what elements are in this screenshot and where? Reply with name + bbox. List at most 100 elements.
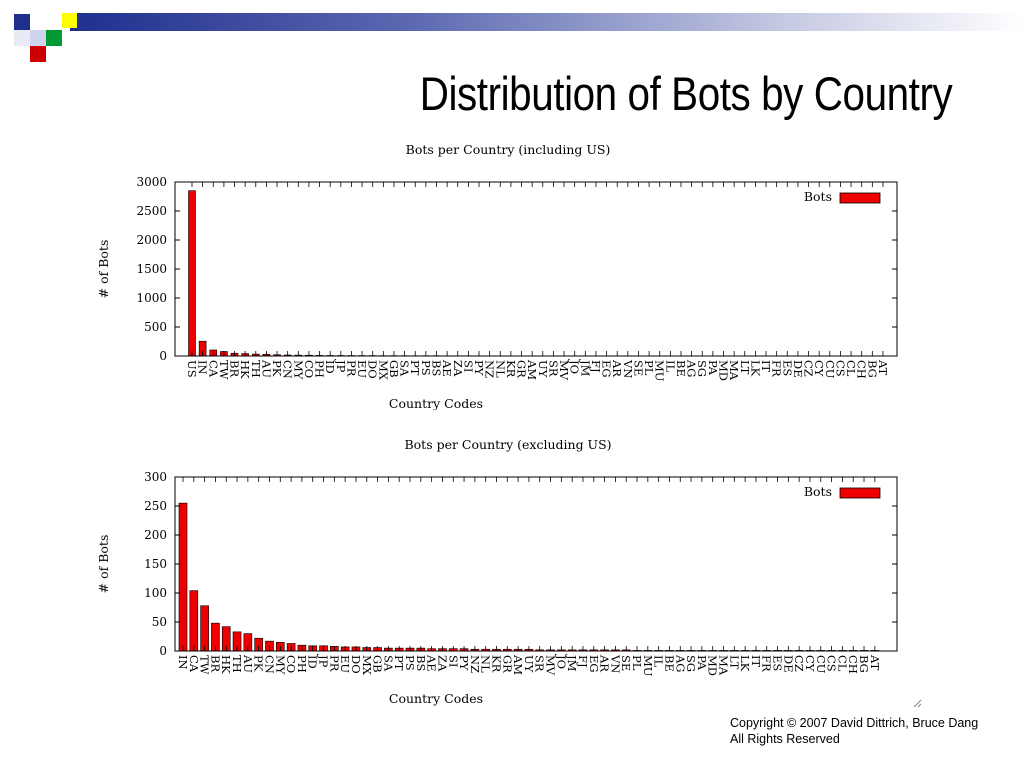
header-gradient-bar [70, 13, 1024, 31]
x-tick-label: CS [833, 360, 847, 377]
x-tick-label: EG [600, 360, 614, 378]
x-tick-label: AU [259, 359, 273, 378]
x-tick-label: AR [598, 654, 612, 672]
x-tick-label: TW [217, 360, 231, 380]
x-tick-label: IT [759, 360, 773, 373]
x-tick-label: FJ [589, 360, 603, 373]
x-tick-label: AG [685, 359, 699, 378]
y-tick-label: 2000 [136, 233, 167, 247]
x-tick-label: GB [371, 655, 385, 673]
x-tick-label: CY [803, 655, 817, 672]
y-tick-label: 0 [159, 349, 167, 363]
x-axis-label: Country Codes [389, 396, 483, 410]
x-tick-label: ES [771, 655, 785, 671]
x-tick-label: CN [281, 360, 295, 379]
x-tick-label: KR [504, 360, 518, 378]
x-tick-label: TW [198, 655, 212, 675]
x-tick-label: PR [344, 360, 358, 377]
y-tick-label: 200 [144, 528, 167, 542]
y-tick-label: 1000 [136, 291, 167, 305]
legend-swatch [839, 487, 881, 499]
y-axis-label: # of Bots [96, 535, 111, 594]
x-tick-label: ID [323, 360, 337, 374]
x-tick-label: ZA [435, 655, 449, 672]
chart-including-us: Bots per Country (including US) 0 500 1000 1… [96, 142, 898, 410]
x-tick-label: JP [334, 359, 348, 373]
deco-square-lightblue [30, 30, 46, 46]
x-tick-label: DE [791, 360, 805, 378]
x-tick-label: AM [525, 359, 539, 380]
x-tick-label: SG [695, 360, 709, 377]
x-tick-label: SR [546, 360, 560, 377]
x-tick-label: CL [844, 360, 858, 377]
y-tick-label: 2500 [136, 204, 167, 218]
x-tick-label: SI [461, 360, 475, 372]
x-tick-label: CZ [792, 655, 806, 672]
x-tick-label: CO [302, 360, 316, 378]
x-tick-label: KR [489, 655, 503, 673]
x-tick-label: BE [662, 655, 676, 672]
x-tick-label: IN [196, 360, 210, 375]
x-tick-label: PY [457, 655, 471, 671]
x-tick-label: SE [619, 655, 633, 671]
x-tick-label: JM [565, 654, 579, 672]
x-tick-label: AE [425, 654, 439, 672]
x-tick-label: AM [511, 654, 525, 675]
slide-title: Distribution of Bots by Country [419, 67, 952, 120]
bar-ca [189, 590, 199, 652]
x-tick-label: PA [695, 655, 709, 671]
x-tick-label: MU [653, 360, 667, 382]
x-tick-label: PK [252, 655, 266, 672]
plot-frame [174, 181, 898, 357]
x-tick-label: BE [674, 360, 688, 377]
x-tick-label: JO [568, 359, 582, 374]
x-tick-label: MV [557, 360, 571, 381]
x-tick-label: JP [317, 654, 331, 668]
x-tick-label: CS [825, 655, 839, 672]
y-tick-label: 0 [159, 644, 167, 658]
y-tick-label: 50 [152, 615, 167, 629]
x-tick-label: AG [673, 654, 687, 673]
x-tick-label: TH [249, 360, 263, 378]
x-tick-label: TH [230, 655, 244, 673]
x-tick-label: DE [781, 655, 795, 673]
x-tick-label: BR [228, 360, 242, 377]
x-tick-label: SA [398, 360, 412, 377]
x-tick-label: PS [419, 360, 433, 376]
x-tick-label: CU [823, 360, 837, 379]
chart-excluding-us: Bots per Country (excluding US) 0 50 100 150… [96, 437, 898, 706]
x-tick-label: NL [479, 655, 493, 673]
x-tick-label: DO [366, 360, 380, 379]
x-tick-label: VN [608, 654, 622, 673]
chart-title: Bots per Country (including US) [406, 142, 611, 157]
x-tick-label: LT [738, 360, 752, 375]
x-tick-label: JM [578, 359, 592, 377]
x-tick-label: PK [270, 360, 284, 377]
x-tick-label: CO [284, 655, 298, 673]
x-tick-label: SE [631, 360, 645, 376]
x-tick-label: BG [857, 655, 871, 673]
x-tick-label: IN [176, 655, 190, 670]
y-tick-label: 3000 [136, 175, 167, 189]
bar-us [188, 190, 196, 357]
copyright-footer: Copyright © 2007 David Dittrich, Bruce D… [730, 715, 978, 747]
y-tick-label: 300 [144, 470, 167, 484]
x-tick-label: SG [684, 655, 698, 672]
x-tick-label: AT [868, 654, 882, 671]
x-tick-label: PL [642, 360, 656, 376]
deco-square-white [30, 14, 46, 30]
x-tick-label: BS [429, 360, 443, 376]
chart-title: Bots per Country (excluding US) [404, 437, 611, 452]
x-tick-label: US [185, 360, 199, 378]
x-tick-label: NZ [468, 655, 482, 673]
plot-frame [174, 476, 898, 652]
x-tick-label: SI [446, 655, 460, 667]
x-tick-label: NZ [483, 360, 497, 378]
x-tick-label: AE [440, 359, 454, 377]
x-tick-label: HK [238, 360, 252, 379]
x-tick-label: IL [663, 360, 677, 373]
deco-square-red [30, 46, 46, 62]
x-tick-label: PY [472, 360, 486, 376]
legend-swatch [839, 192, 881, 204]
x-tick-label: EG [587, 655, 601, 673]
